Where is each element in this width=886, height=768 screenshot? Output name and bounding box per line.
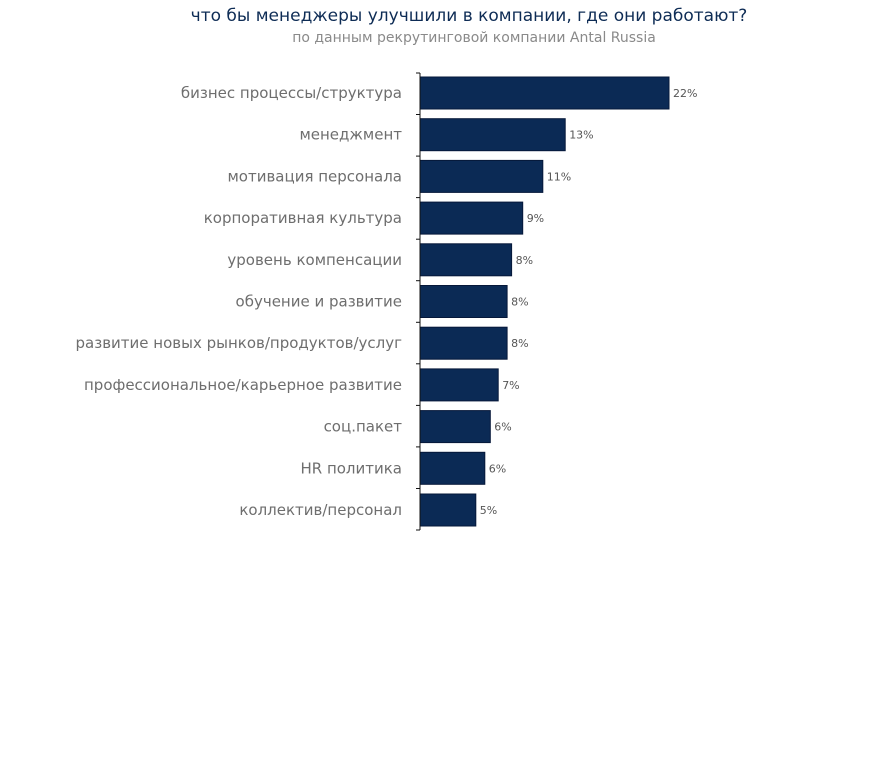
bar-11: [419, 493, 477, 527]
chart-subtitle: по данным рекрутинговой компании Antal R…: [292, 30, 656, 46]
bar-4: [419, 201, 524, 235]
category-label: развитие новых рынков/продуктов/услуг: [76, 334, 403, 352]
bar-6: [419, 285, 508, 318]
value-label: 11%: [547, 170, 571, 183]
value-label: 5%: [480, 504, 497, 517]
bar-3: [419, 159, 544, 193]
value-label: 6%: [489, 462, 506, 475]
category-label: обучение и развитие: [236, 293, 402, 311]
value-label: 9%: [527, 212, 544, 225]
chart-title: что бы менеджеры улучшили в компании, гд…: [190, 6, 748, 26]
category-label: профессиональное/карьерное развитие: [84, 376, 402, 394]
category-label: мотивация персонала: [227, 167, 402, 185]
bar-5: [419, 243, 513, 277]
category-label: корпоративная культура: [204, 209, 402, 227]
category-label: менеджмент: [299, 126, 402, 144]
labels-group: бизнес процессы/структура 22% менеджмент 13…: [76, 84, 698, 519]
bar-2: [419, 118, 566, 152]
value-label: 8%: [511, 337, 528, 350]
bar-8: [419, 368, 499, 402]
category-label: коллектив/персонал: [239, 501, 402, 519]
value-label: 8%: [511, 296, 528, 309]
bars-group: [419, 76, 670, 527]
bar-10: [419, 451, 486, 485]
value-label: 22%: [673, 87, 697, 100]
category-label: уровень компенсации: [227, 251, 402, 269]
bar-9: [419, 410, 491, 444]
value-label: 8%: [516, 254, 533, 267]
value-label: 6%: [494, 421, 511, 434]
value-label: 7%: [502, 379, 519, 392]
category-label: соц.пакет: [324, 418, 403, 436]
bar-1: [419, 76, 670, 110]
category-axis: [416, 72, 421, 531]
category-label: бизнес процессы/структура: [181, 84, 402, 102]
value-label: 13%: [569, 129, 593, 142]
category-label: HR политика: [300, 459, 402, 477]
bar-7: [419, 326, 508, 360]
